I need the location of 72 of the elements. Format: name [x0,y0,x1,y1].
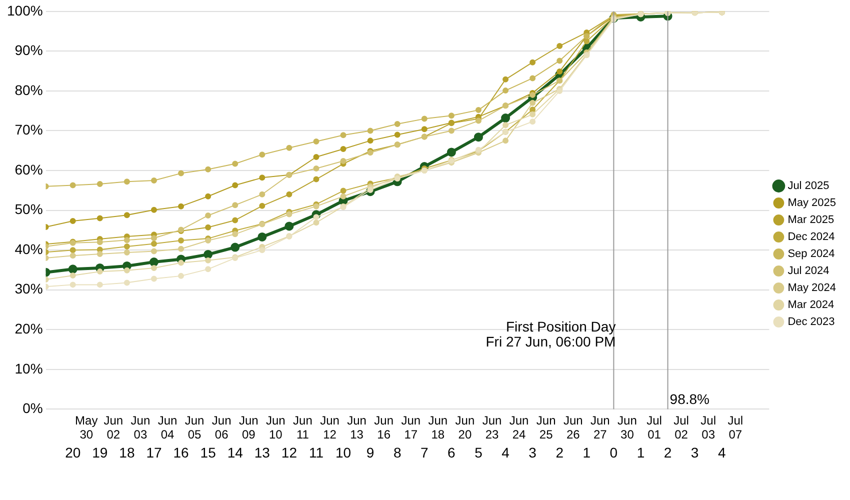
legend-label: Dec 2024 [788,231,835,244]
x-tick-label: 19 [92,444,108,460]
x-tick-label: 3 [690,444,699,460]
y-tick-label: 40% [14,240,43,257]
y-tick-label: 100% [6,2,43,18]
text: Jul 02 [674,414,689,442]
text: Jun 09 [238,414,258,442]
text: Jun 26 [563,414,583,442]
text: Jun 02 [104,414,124,442]
x-tick-label: 3 [528,444,537,460]
x-tick-label: 14 [227,444,244,460]
x-tick-label: 2 [664,444,672,460]
text: Jun 10 [266,414,286,442]
x-tick-label: 16 [173,444,190,460]
y-tick-label: 20% [14,320,43,336]
legend-label: Mar 2025 [788,214,834,226]
x-tick-label: 6 [448,444,456,460]
text: Jun 13 [347,414,366,442]
ref-line-label: First Position Day Fri 27 Jun, 06:00 PM [486,318,616,350]
text: Jun 23 [482,414,502,442]
text: May 30 [75,414,98,442]
text: Jun 06 [212,414,232,442]
x-tick-label: 1 [636,444,645,460]
text: Jul 01 [646,414,662,442]
x-tick-label: 10 [335,444,352,460]
text: Jun 17 [401,414,421,442]
x-tick-label: 5 [474,444,483,460]
x-tick-label: 0 [610,444,618,460]
x-tick-label: 13 [254,444,270,460]
y-tick-label: 90% [14,42,43,58]
text: Jul 07 [728,414,744,442]
x-tick-label: 20 [65,444,81,460]
legend-label: Jul 2024 [788,265,830,278]
legend-label: Mar 2024 [788,299,834,312]
x-tick-label: 7 [420,444,429,460]
x-tick-label: 9 [366,444,374,460]
y-tick-label: 70% [14,122,43,138]
legend-label: May 2024 [788,282,836,294]
y-tick-label: 60% [14,161,43,178]
text: Jun 30 [618,414,637,442]
annotation: 98.8% [670,391,710,408]
text: Jun 24 [509,414,529,442]
y-tick-label: 80% [14,82,43,98]
x-tick-label: 12 [281,444,298,460]
text: Jun 11 [293,414,312,442]
text: Jun 05 [184,414,204,442]
x-tick-label: 2 [556,444,564,460]
text: Jun 20 [455,414,475,442]
x-tick-label: 18 [119,444,135,460]
text: Jul 03 [700,414,716,442]
y-tick-label: 50% [14,201,43,218]
text: Jun 12 [320,414,340,442]
y-tick-label: 10% [14,360,43,376]
text: Jun 04 [158,414,178,442]
legend-label: Dec 2023 [788,316,835,328]
x-tick-label: 8 [393,444,402,460]
legend-label: May 2025 [788,197,836,210]
y-tick-label: 0% [22,400,43,416]
text: Jun 27 [590,414,610,442]
x-tick-label: 17 [146,444,162,460]
legend-label: Jul 2025 [788,180,830,192]
y-tick-label: 30% [14,280,43,297]
x-tick-label: 4 [502,444,510,460]
x-tick-label: 1 [582,444,591,460]
text: Jun 03 [130,414,150,442]
text: Jun 18 [428,414,448,442]
legend-label: Sep 2024 [788,248,835,260]
x-tick-label: 4 [718,444,726,460]
x-tick-label: 11 [308,444,324,460]
x-tick-label: 15 [200,444,216,460]
text: Jun 16 [374,414,394,442]
text: Jun 25 [536,414,556,442]
